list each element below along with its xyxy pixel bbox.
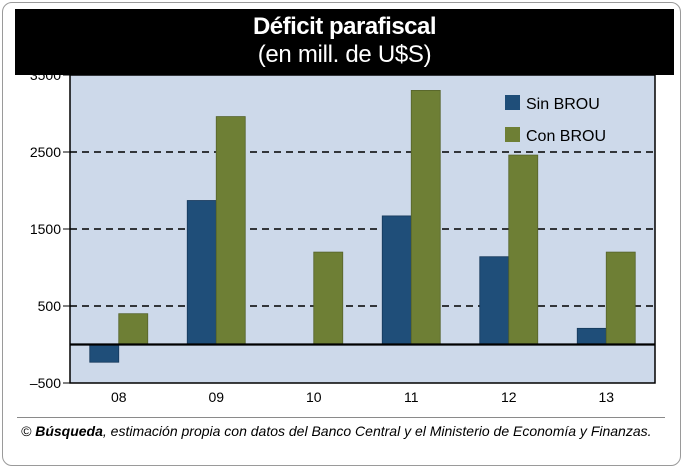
source-text: , estimación propia con datos del Banco … — [102, 423, 652, 439]
title-bar: Déficit parafiscal (en mill. de U$S) — [15, 9, 674, 75]
y-tick-label: 500 — [38, 298, 62, 314]
bar-sin-brou — [186, 200, 217, 345]
source-publication: Búsqueda — [35, 423, 103, 439]
x-tick-label: 12 — [501, 389, 517, 405]
y-tick-label: 1500 — [30, 221, 61, 237]
bar-sin-brou — [479, 256, 510, 345]
bar-sin-brou — [89, 344, 120, 363]
chart-subtitle: (en mill. de U$S) — [257, 41, 432, 68]
bar-con-brou — [313, 251, 344, 345]
x-tick-label: 10 — [306, 389, 322, 405]
bar-con-brou — [215, 116, 246, 345]
x-tick-label: 13 — [598, 389, 614, 405]
gridlines — [70, 151, 655, 307]
bar-con-brou — [410, 90, 441, 345]
legend-label-con-brou: Con BROU — [526, 128, 606, 145]
y-tick-label: –500 — [30, 375, 61, 391]
bar-chart: 3500 2500 1500 500 –500 08 09 10 11 12 13 Sin BRO… — [30, 67, 656, 405]
bar-con-brou — [508, 154, 539, 345]
bar-con-brou — [118, 313, 149, 345]
legend: Sin BROU Con BROU — [505, 95, 606, 145]
y-tick-label: 3500 — [30, 67, 61, 83]
copyright-symbol: © — [21, 423, 32, 439]
legend-label-sin-brou: Sin BROU — [526, 96, 600, 113]
y-tick-label: 2500 — [30, 144, 61, 160]
x-tick-label: 09 — [208, 389, 224, 405]
x-tick-label: 11 — [404, 389, 419, 405]
chart-title: Déficit parafiscal — [252, 13, 437, 40]
bars — [89, 90, 636, 363]
bar-sin-brou — [576, 327, 607, 345]
source-divider — [17, 417, 665, 418]
legend-swatch-con-brou — [505, 127, 520, 142]
legend-swatch-sin-brou — [505, 95, 520, 110]
x-axis: 08 09 10 11 12 13 — [111, 389, 614, 405]
x-tick-label: 08 — [111, 389, 127, 405]
source-note: © Búsqueda, estimación propia con datos … — [21, 423, 671, 440]
bar-con-brou — [605, 251, 636, 345]
bar-sin-brou — [381, 215, 412, 345]
y-axis: 3500 2500 1500 500 –500 — [30, 67, 70, 391]
